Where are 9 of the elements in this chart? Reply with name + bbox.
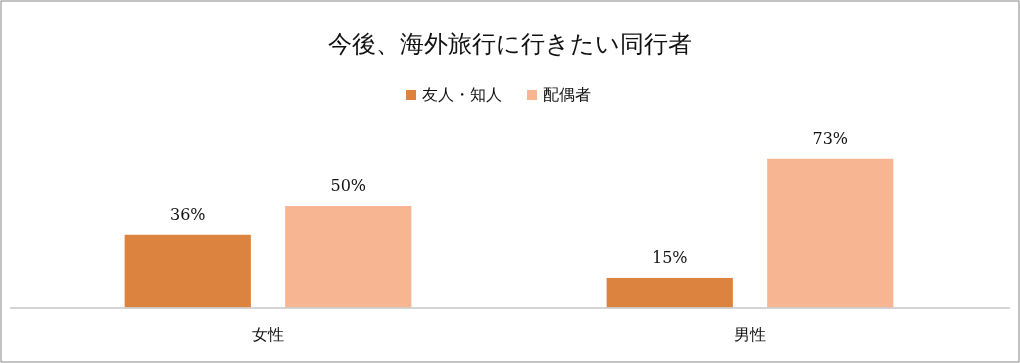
data-label: 15% [651,248,688,268]
data-label: 50% [330,176,367,196]
data-label: 73% [812,129,849,148]
x-tick-label: 男性 [734,325,766,344]
data-label: 36% [169,205,206,225]
x-tick-label: 女性 [252,325,284,344]
legend-label: 配偶者 [543,85,591,104]
chart-title: 今後、海外旅行に行きたい同行者 [328,30,692,58]
legend-label: 友人・知人 [422,85,502,104]
